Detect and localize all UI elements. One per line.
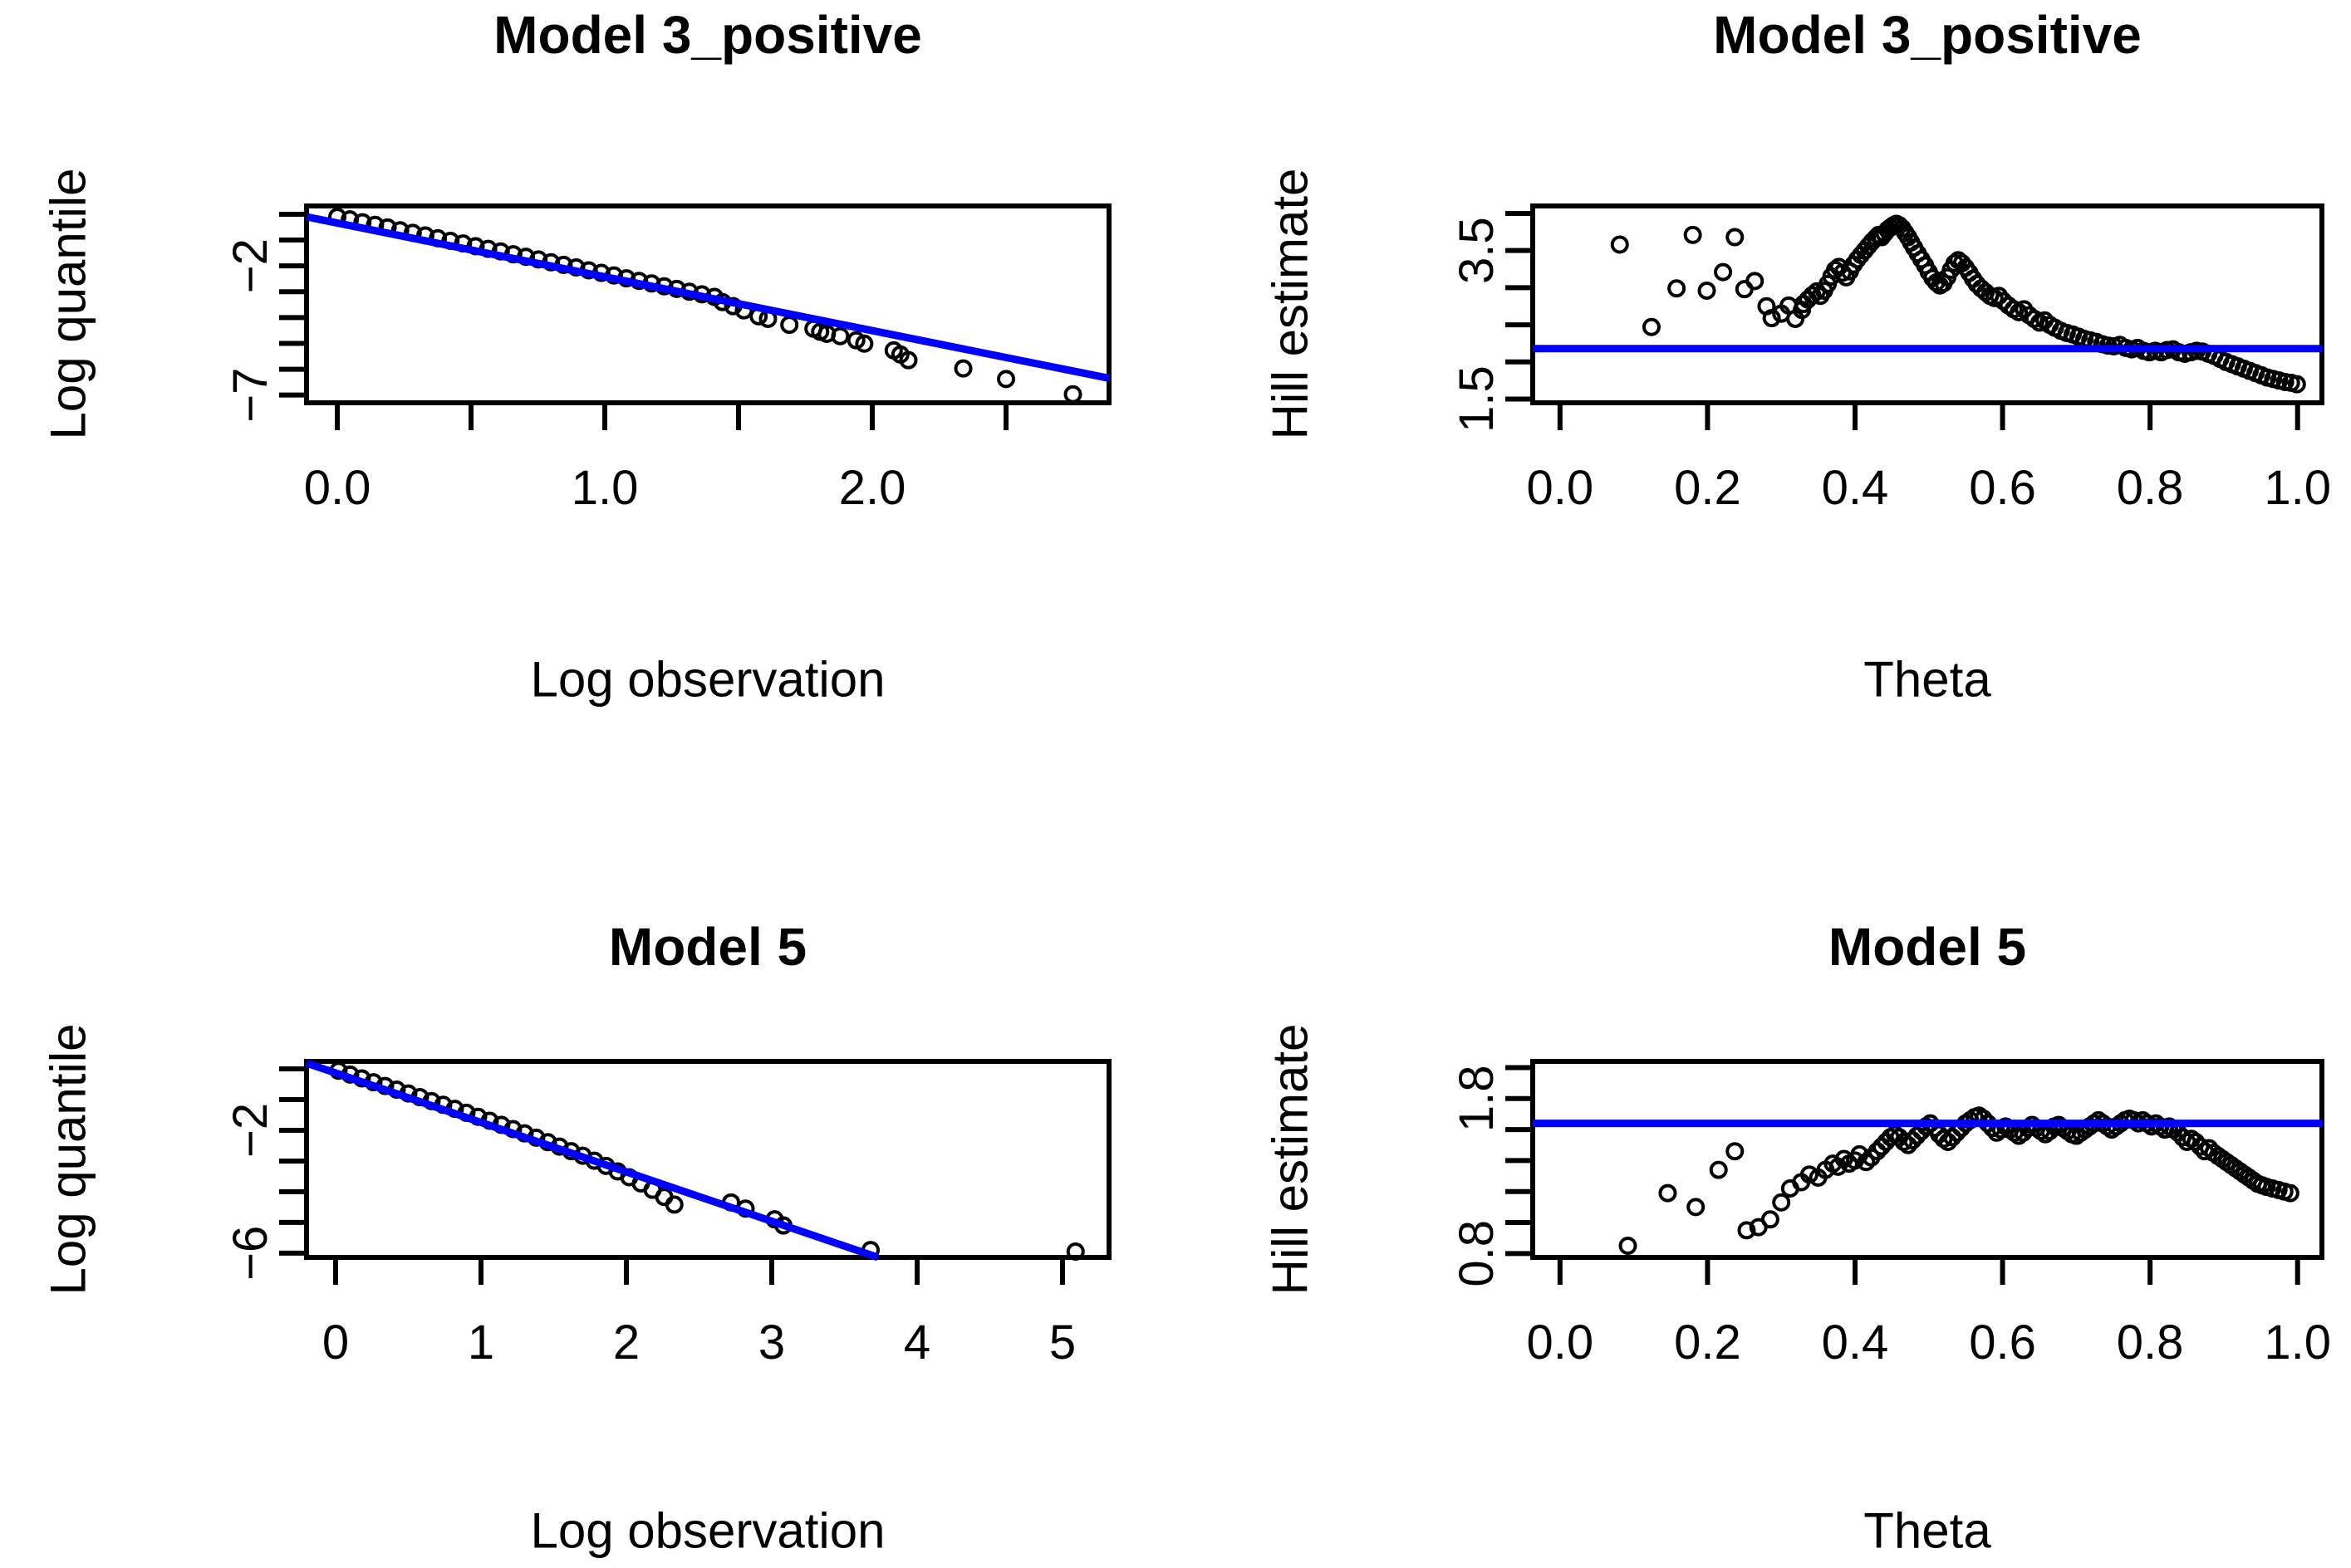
data-point xyxy=(1799,1165,1818,1184)
data-point xyxy=(665,1195,684,1214)
plot-box xyxy=(1530,203,2324,405)
x-tick-label: 0.0 xyxy=(1527,461,1594,515)
data-point xyxy=(1658,1183,1677,1203)
plot-title-hill-model3: Model 3_positive xyxy=(1713,5,2142,65)
data-point xyxy=(997,370,1016,389)
data-point xyxy=(1737,1221,1756,1240)
data-point xyxy=(1063,385,1082,404)
data-point xyxy=(855,334,874,353)
data-point xyxy=(1745,272,1764,291)
x-tick-label: 1.0 xyxy=(2264,1316,2331,1370)
x-tick-label: 1.0 xyxy=(572,461,639,515)
data-point xyxy=(954,359,973,378)
y-tick-label: 1.5 xyxy=(1450,365,1504,433)
reference-line xyxy=(306,213,1110,382)
plot-title-qq-model3: Model 3_positive xyxy=(493,5,922,65)
data-point xyxy=(1686,1198,1706,1217)
chart-panel-0: 0.0 1.0 2.0 −2 −7 xyxy=(223,203,1112,515)
x-tick-label: 5 xyxy=(1049,1316,1076,1370)
y-axis-ticks: −2 −7 xyxy=(223,211,307,423)
y-axis-ticks: 3.5 1.5 xyxy=(1450,210,1533,433)
data-point xyxy=(1725,228,1745,247)
data-point xyxy=(1709,1160,1728,1179)
data-point xyxy=(2280,1183,2299,1203)
data-point xyxy=(1760,1210,1779,1229)
data-point xyxy=(1714,262,1733,282)
x-axis-ticks: 0.0 1.0 2.0 xyxy=(304,403,1009,515)
x-axis-label-qq-model3: Log observation xyxy=(530,651,886,708)
y-axis-ticks: 1.8 0.8 xyxy=(1450,1065,1533,1287)
plot-title-hill-model5: Model 5 xyxy=(1828,917,2027,977)
y-axis-label-hill-model5: Hill estimate xyxy=(1262,1023,1318,1296)
chart-panel-1: 0.0 0.2 0.4 0.6 0.8 1.0 3.5 1.5 xyxy=(1450,203,2331,515)
x-tick-label: 0.2 xyxy=(1674,1316,1741,1370)
x-tick-label: 0.0 xyxy=(304,461,371,515)
x-tick-label: 0.8 xyxy=(2117,1316,2184,1370)
data-point xyxy=(1762,309,1781,328)
data-point xyxy=(1725,1142,1745,1161)
data-point xyxy=(899,350,918,370)
data-point xyxy=(1667,279,1686,298)
x-tick-label: 1.0 xyxy=(2264,461,2331,515)
chart-panel-2: 0 1 2 3 4 5 −2 −6 xyxy=(223,1059,1112,1370)
x-tick-label: 0.6 xyxy=(1969,461,2036,515)
data-points-0 xyxy=(1618,1142,1881,1256)
y-tick-label: 0.8 xyxy=(1450,1220,1504,1287)
data-point xyxy=(1618,1237,1637,1256)
y-tick-label: −6 xyxy=(223,1226,277,1281)
reference-line xyxy=(305,1059,880,1262)
chart-panel-3: 0.0 0.2 0.4 0.6 0.8 1.0 1.8 0.8 xyxy=(1450,1059,2331,1370)
x-tick-label: 2 xyxy=(613,1316,640,1370)
data-points-0 xyxy=(329,1061,1085,1261)
data-point xyxy=(1066,1242,1085,1261)
data-point xyxy=(1683,225,1702,244)
x-axis-label-hill-model5: Theta xyxy=(1863,1502,1991,1559)
data-point xyxy=(831,326,850,345)
data-points-1 xyxy=(1794,214,2306,394)
y-tick-label: 3.5 xyxy=(1450,217,1504,284)
x-tick-label: 0.4 xyxy=(1822,1316,1889,1370)
y-axis-label-qq-model3: Log quantile xyxy=(40,168,96,440)
data-point xyxy=(2287,375,2306,394)
data-point xyxy=(1697,281,1716,300)
y-tick-label: −2 xyxy=(223,1103,277,1158)
data-points-0 xyxy=(328,208,1082,404)
x-axis-ticks: 0.0 0.2 0.4 0.6 0.8 1.0 xyxy=(1527,403,2331,515)
data-point xyxy=(1772,1193,1791,1212)
y-tick-label: −7 xyxy=(223,368,277,423)
x-tick-label: 4 xyxy=(904,1316,930,1370)
y-tick-label: 1.8 xyxy=(1450,1065,1504,1132)
x-tick-label: 3 xyxy=(758,1316,785,1370)
plot-box xyxy=(304,203,1112,405)
data-points-0 xyxy=(1610,225,1812,336)
y-axis-ticks: −2 −6 xyxy=(223,1066,307,1281)
x-tick-label: 0.8 xyxy=(2117,461,2184,515)
x-tick-label: 0.4 xyxy=(1822,461,1889,515)
x-tick-label: 0.0 xyxy=(1527,1316,1594,1370)
y-axis-label-hill-model3: Hill estimate xyxy=(1262,168,1318,440)
x-tick-label: 2.0 xyxy=(839,461,906,515)
y-axis-label-qq-model5: Log quantile xyxy=(40,1023,96,1296)
x-tick-label: 0.2 xyxy=(1674,461,1741,515)
plot-title-qq-model5: Model 5 xyxy=(608,917,807,977)
x-tick-label: 0.6 xyxy=(1969,1316,2036,1370)
data-point xyxy=(1610,235,1629,254)
x-axis-label-qq-model5: Log observation xyxy=(530,1502,886,1559)
x-axis-label-hill-model3: Theta xyxy=(1863,651,1991,708)
plot-box xyxy=(304,1059,1112,1260)
data-point xyxy=(780,316,799,335)
x-tick-label: 0 xyxy=(322,1316,349,1370)
data-point xyxy=(1642,317,1661,336)
y-tick-label: −2 xyxy=(223,238,277,293)
x-tick-label: 1 xyxy=(468,1316,494,1370)
x-axis-ticks: 0.0 0.2 0.4 0.6 0.8 1.0 xyxy=(1527,1257,2331,1370)
x-axis-ticks: 0 1 2 3 4 5 xyxy=(322,1257,1076,1370)
